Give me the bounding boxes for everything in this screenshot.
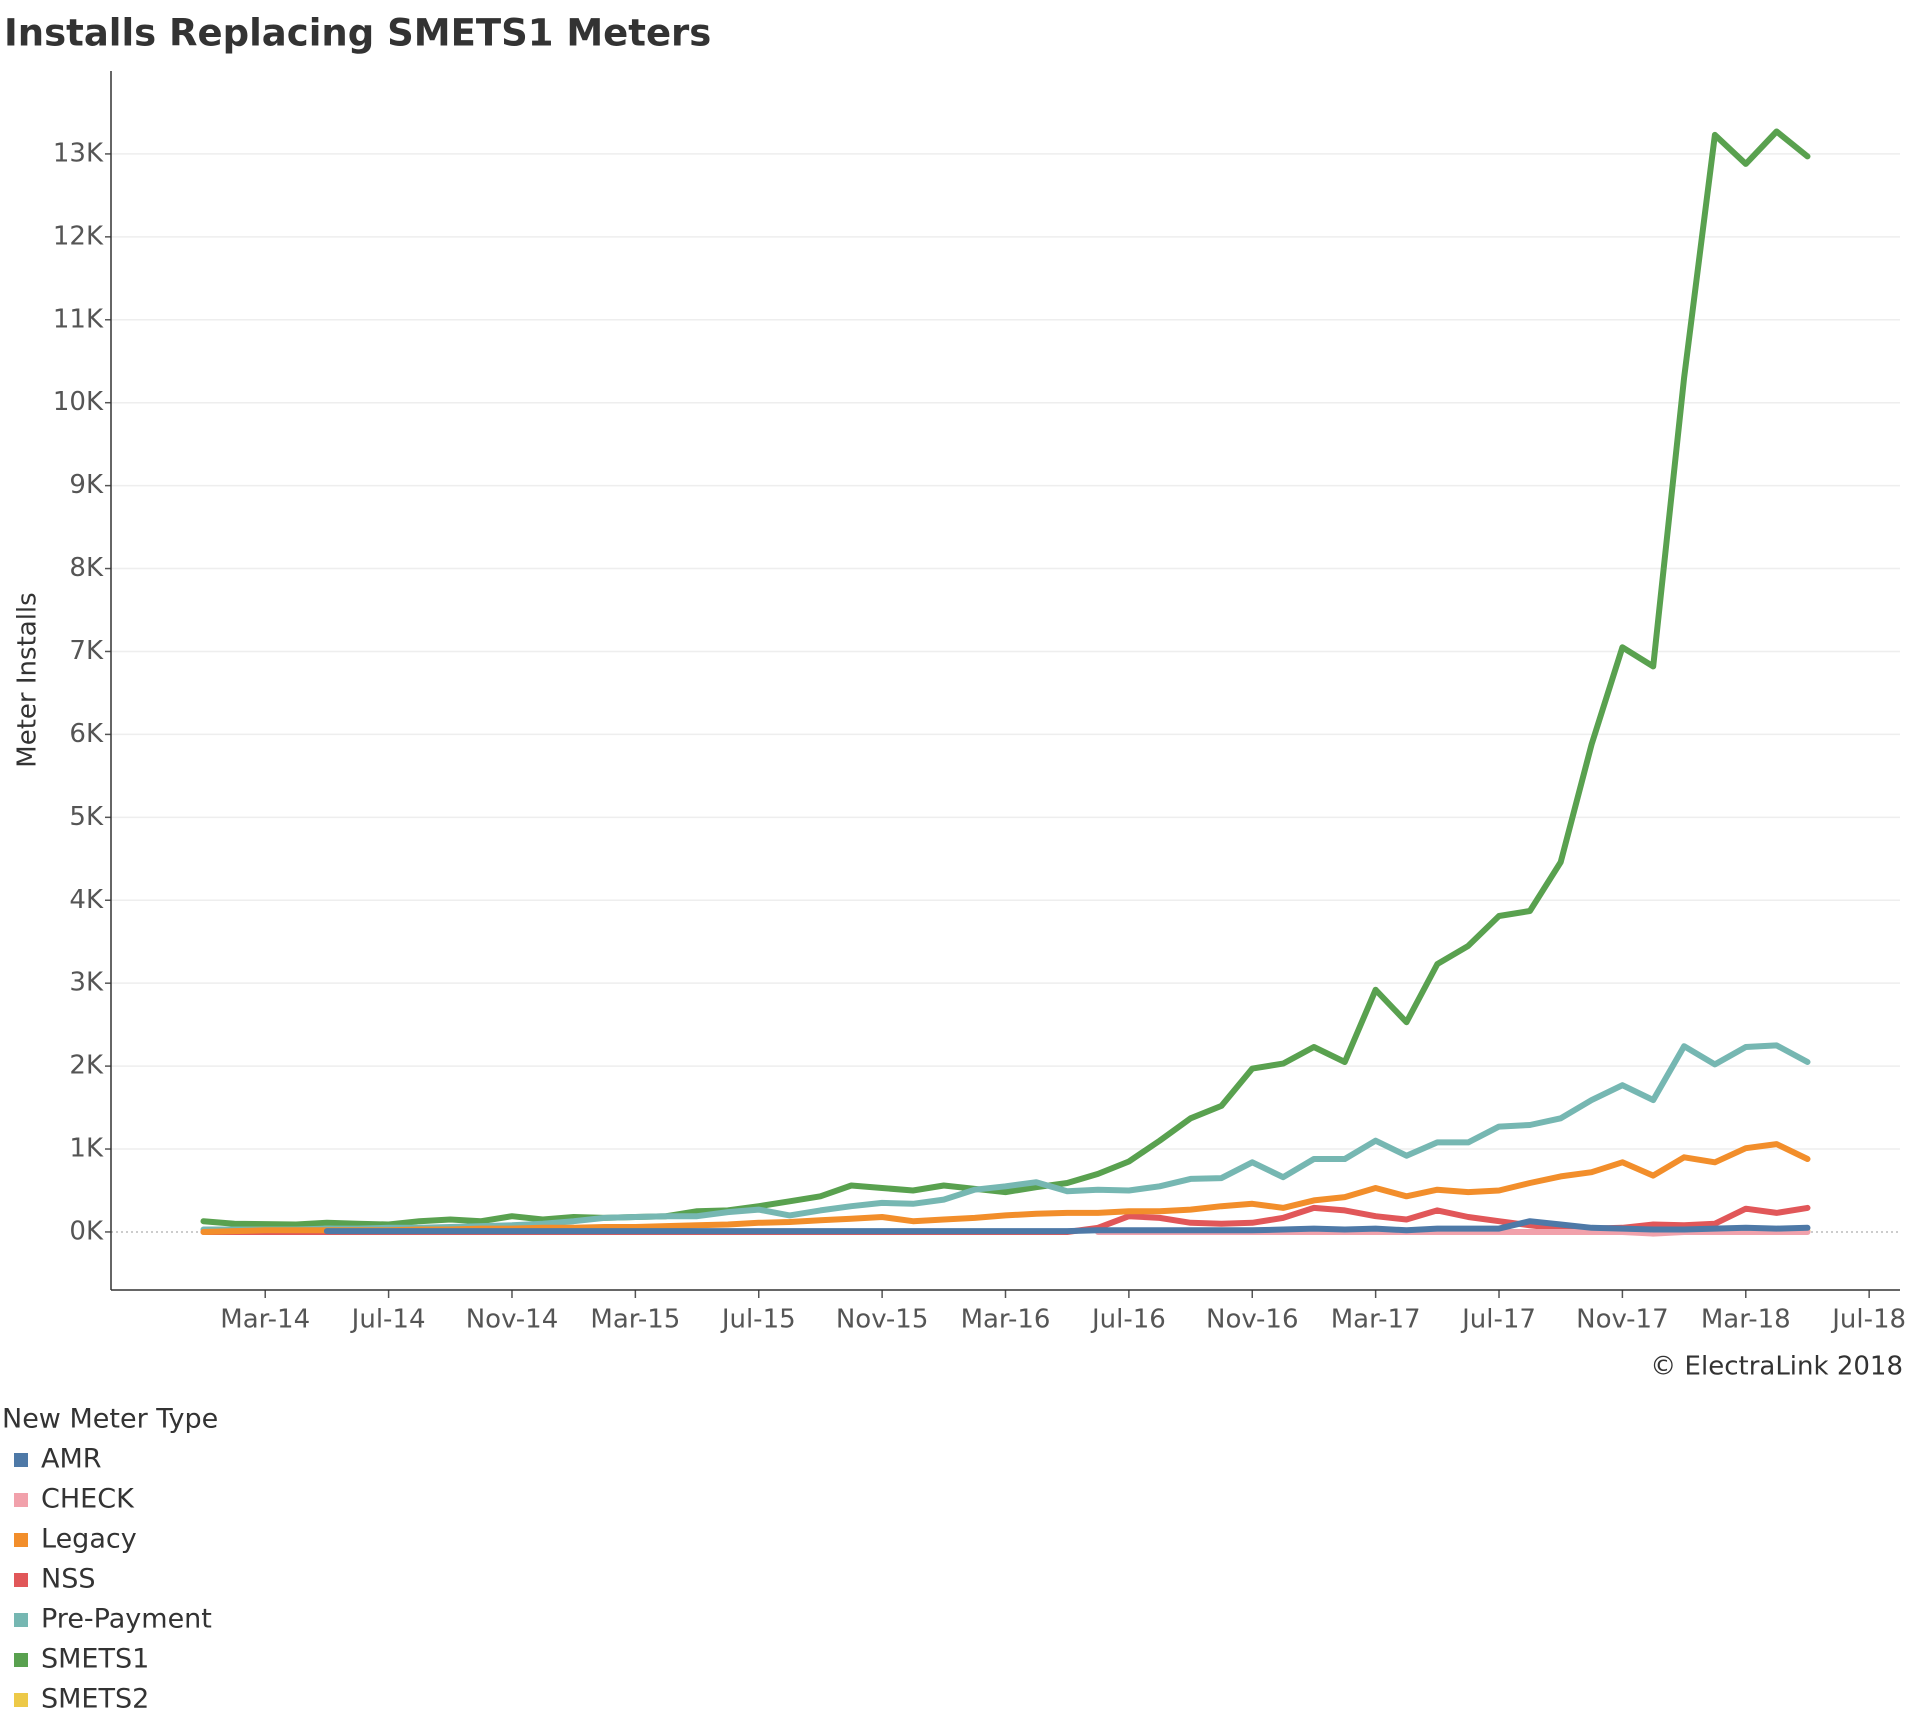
y-tick-label: 4K: [69, 885, 104, 915]
y-tick-label: 13K: [53, 138, 104, 168]
legend-label: SMETS2: [41, 1684, 149, 1715]
series-line: [323, 1218, 1811, 1235]
legend-swatch: [14, 1493, 28, 1507]
legend-title: New Meter Type: [2, 1404, 218, 1435]
y-tick-label: 9K: [69, 470, 104, 500]
y-tick-label: 5K: [69, 802, 104, 832]
y-tick-label: 6K: [69, 719, 104, 749]
legend-label: Pre-Payment: [41, 1604, 212, 1635]
legend-label: NSS: [41, 1564, 95, 1595]
x-tick-label: Mar-16: [961, 1305, 1051, 1335]
legend-label: CHECK: [41, 1484, 135, 1515]
y-tick-label: 2K: [69, 1051, 104, 1081]
legend-swatch: [14, 1613, 28, 1627]
x-tick-label: Nov-17: [1576, 1305, 1669, 1335]
y-tick-label: 3K: [69, 968, 104, 998]
legend-swatch: [14, 1453, 28, 1467]
y-tick-label: 8K: [69, 553, 104, 583]
y-tick-label: 0K: [69, 1216, 104, 1246]
legend-swatch: [14, 1693, 28, 1707]
y-tick-label: 11K: [53, 304, 104, 334]
x-tick-label: Jul-16: [1090, 1305, 1166, 1335]
x-tick-label: Jul-18: [1830, 1305, 1906, 1335]
x-tick-label: Nov-14: [466, 1305, 559, 1335]
legend-swatch: [14, 1653, 28, 1667]
x-tick-label: Jul-17: [1460, 1305, 1536, 1335]
series-line: [200, 1042, 1811, 1233]
x-tick-label: Jul-15: [720, 1305, 796, 1335]
y-axis-label: Meter Installs: [13, 592, 43, 767]
legend-swatch: [14, 1573, 28, 1587]
y-tick-label: 12K: [53, 221, 104, 251]
x-tick-label: Nov-15: [836, 1305, 929, 1335]
legend-label: SMETS1: [41, 1644, 149, 1675]
x-tick-label: Jul-14: [350, 1305, 426, 1335]
x-tick-label: Mar-17: [1331, 1305, 1421, 1335]
y-tick-label: 1K: [69, 1134, 104, 1164]
legend-swatch: [14, 1533, 28, 1547]
chart-title: Installs Replacing SMETS1 Meters: [4, 12, 711, 55]
legend-label: Legacy: [41, 1524, 137, 1555]
x-tick-label: Nov-16: [1206, 1305, 1299, 1335]
copyright: © ElectraLink 2018: [1650, 1352, 1903, 1382]
series-line: [200, 128, 1811, 1228]
x-tick-label: Mar-14: [220, 1305, 310, 1335]
legend-label: AMR: [41, 1444, 102, 1475]
x-tick-label: Mar-15: [590, 1305, 680, 1335]
y-tick-label: 7K: [69, 636, 104, 666]
y-tick-label: 10K: [53, 387, 104, 417]
x-tick-label: Mar-18: [1701, 1305, 1791, 1335]
